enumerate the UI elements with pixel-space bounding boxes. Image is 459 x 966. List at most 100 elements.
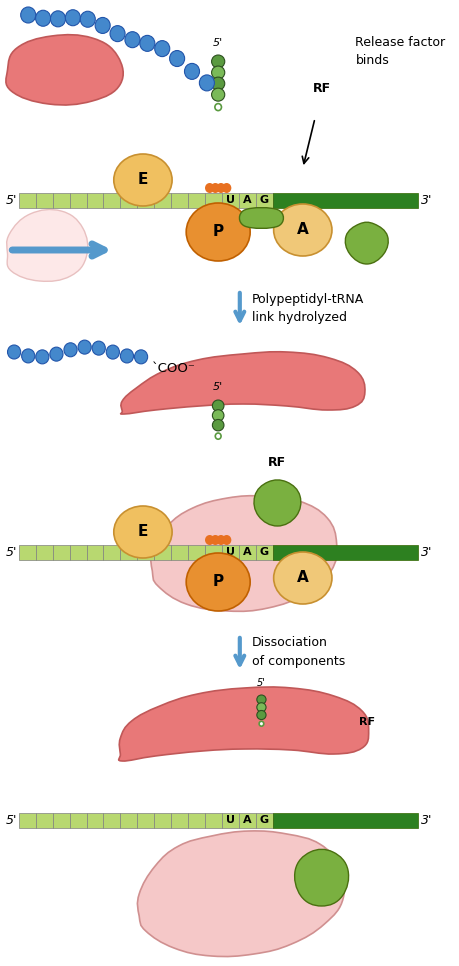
Ellipse shape: [274, 552, 332, 604]
Bar: [53, 192, 70, 208]
Bar: [53, 545, 70, 559]
Text: G: G: [260, 547, 269, 557]
Bar: [86, 812, 103, 828]
Text: 5': 5': [6, 813, 17, 827]
PathPatch shape: [121, 352, 365, 414]
Ellipse shape: [213, 410, 224, 421]
Bar: [36, 545, 53, 559]
Text: 3': 3': [421, 193, 433, 207]
Bar: [239, 192, 256, 208]
Circle shape: [125, 32, 140, 47]
Ellipse shape: [212, 88, 225, 101]
Bar: [205, 812, 222, 828]
Bar: [273, 192, 419, 208]
Bar: [222, 545, 239, 559]
Ellipse shape: [257, 702, 266, 712]
Bar: [239, 545, 256, 559]
Bar: [86, 545, 103, 559]
Ellipse shape: [114, 506, 172, 558]
Text: E: E: [138, 173, 148, 187]
Circle shape: [36, 11, 50, 26]
PathPatch shape: [345, 222, 388, 264]
Circle shape: [134, 350, 148, 364]
Text: A: A: [297, 222, 309, 238]
Bar: [188, 812, 205, 828]
Ellipse shape: [274, 204, 332, 256]
Text: RF: RF: [313, 81, 330, 95]
Bar: [188, 192, 205, 208]
Circle shape: [205, 183, 214, 193]
Bar: [103, 812, 120, 828]
Bar: [205, 192, 222, 208]
Circle shape: [80, 12, 95, 27]
Bar: [53, 812, 70, 828]
Text: 5': 5': [257, 678, 266, 688]
Bar: [19, 192, 36, 208]
Circle shape: [92, 341, 105, 355]
Bar: [19, 812, 36, 828]
Bar: [222, 192, 239, 208]
Text: P: P: [213, 575, 224, 589]
Bar: [171, 545, 188, 559]
PathPatch shape: [137, 831, 344, 956]
Circle shape: [50, 347, 63, 361]
Bar: [256, 192, 273, 208]
Text: U: U: [226, 195, 235, 205]
Bar: [19, 545, 36, 559]
Bar: [239, 812, 256, 828]
Bar: [154, 812, 171, 828]
Ellipse shape: [114, 154, 172, 206]
Text: E: E: [138, 525, 148, 539]
Text: 5': 5': [6, 193, 17, 207]
Circle shape: [120, 349, 134, 363]
Circle shape: [199, 75, 214, 91]
Text: Dissociation
of components: Dissociation of components: [252, 637, 345, 668]
Bar: [137, 812, 154, 828]
Bar: [205, 545, 222, 559]
Circle shape: [169, 50, 185, 67]
Circle shape: [222, 535, 231, 545]
Bar: [171, 812, 188, 828]
Ellipse shape: [213, 419, 224, 431]
Ellipse shape: [259, 722, 264, 726]
Circle shape: [21, 7, 36, 23]
PathPatch shape: [254, 480, 301, 526]
PathPatch shape: [6, 210, 88, 281]
PathPatch shape: [6, 35, 123, 105]
Text: U: U: [226, 815, 235, 825]
Ellipse shape: [215, 433, 221, 440]
Bar: [36, 192, 53, 208]
Text: A: A: [243, 815, 252, 825]
Text: A: A: [243, 195, 252, 205]
Bar: [188, 545, 205, 559]
Bar: [273, 812, 419, 828]
Circle shape: [216, 535, 226, 545]
Circle shape: [50, 11, 66, 27]
Ellipse shape: [257, 710, 266, 720]
Circle shape: [140, 36, 155, 51]
Bar: [222, 812, 239, 828]
Text: G: G: [260, 815, 269, 825]
Ellipse shape: [215, 103, 221, 110]
Ellipse shape: [212, 66, 225, 79]
Text: U: U: [226, 547, 235, 557]
Ellipse shape: [212, 55, 225, 68]
Text: A: A: [243, 547, 252, 557]
Circle shape: [211, 183, 220, 193]
PathPatch shape: [151, 496, 337, 611]
Circle shape: [65, 10, 80, 26]
Text: A: A: [297, 571, 309, 585]
Bar: [273, 545, 419, 559]
Bar: [154, 545, 171, 559]
Text: RF: RF: [269, 456, 286, 469]
Circle shape: [216, 183, 226, 193]
Circle shape: [205, 535, 214, 545]
Circle shape: [211, 535, 220, 545]
Circle shape: [36, 350, 49, 364]
PathPatch shape: [240, 208, 284, 228]
Circle shape: [110, 26, 125, 42]
Bar: [70, 545, 86, 559]
Ellipse shape: [212, 77, 225, 90]
Bar: [103, 192, 120, 208]
Bar: [70, 192, 86, 208]
